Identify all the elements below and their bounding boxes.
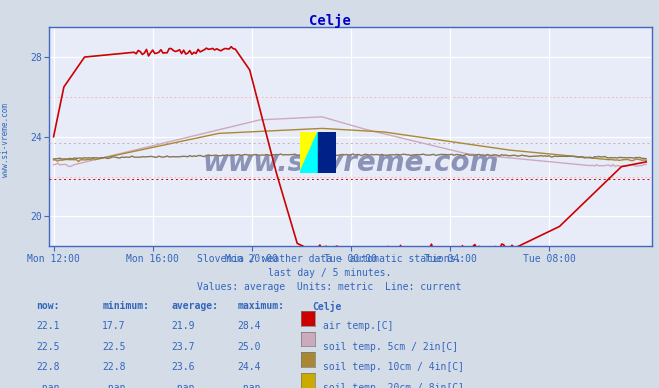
Polygon shape <box>300 132 318 173</box>
Text: 24.4: 24.4 <box>237 362 261 372</box>
Text: 17.7: 17.7 <box>102 321 126 331</box>
Text: Values: average  Units: metric  Line: current: Values: average Units: metric Line: curr… <box>197 282 462 293</box>
Text: -nan: -nan <box>36 383 60 388</box>
Polygon shape <box>300 132 318 173</box>
Text: average:: average: <box>171 301 218 311</box>
Text: soil temp. 20cm / 8in[C]: soil temp. 20cm / 8in[C] <box>323 383 464 388</box>
Text: 21.9: 21.9 <box>171 321 195 331</box>
Text: 22.8: 22.8 <box>102 362 126 372</box>
Text: soil temp. 10cm / 4in[C]: soil temp. 10cm / 4in[C] <box>323 362 464 372</box>
Text: 22.5: 22.5 <box>102 342 126 352</box>
Polygon shape <box>318 132 336 173</box>
Text: Slovenia / weather data - automatic stations.: Slovenia / weather data - automatic stat… <box>197 254 462 264</box>
Text: -nan: -nan <box>237 383 261 388</box>
Text: minimum:: minimum: <box>102 301 149 311</box>
Text: 23.6: 23.6 <box>171 362 195 372</box>
Text: www.si-vreme.com: www.si-vreme.com <box>203 149 499 177</box>
Text: 22.8: 22.8 <box>36 362 60 372</box>
Text: www.si-vreme.com: www.si-vreme.com <box>1 103 10 177</box>
Text: last day / 5 minutes.: last day / 5 minutes. <box>268 268 391 279</box>
Polygon shape <box>300 132 336 173</box>
Text: air temp.[C]: air temp.[C] <box>323 321 393 331</box>
Text: 22.1: 22.1 <box>36 321 60 331</box>
Text: 23.7: 23.7 <box>171 342 195 352</box>
Text: maximum:: maximum: <box>237 301 284 311</box>
Text: Celje: Celje <box>308 14 351 28</box>
Text: soil temp. 5cm / 2in[C]: soil temp. 5cm / 2in[C] <box>323 342 458 352</box>
Text: now:: now: <box>36 301 60 311</box>
Text: 22.5: 22.5 <box>36 342 60 352</box>
Text: 25.0: 25.0 <box>237 342 261 352</box>
Text: Celje: Celje <box>312 301 342 312</box>
Text: -nan: -nan <box>102 383 126 388</box>
Text: -nan: -nan <box>171 383 195 388</box>
Text: 28.4: 28.4 <box>237 321 261 331</box>
